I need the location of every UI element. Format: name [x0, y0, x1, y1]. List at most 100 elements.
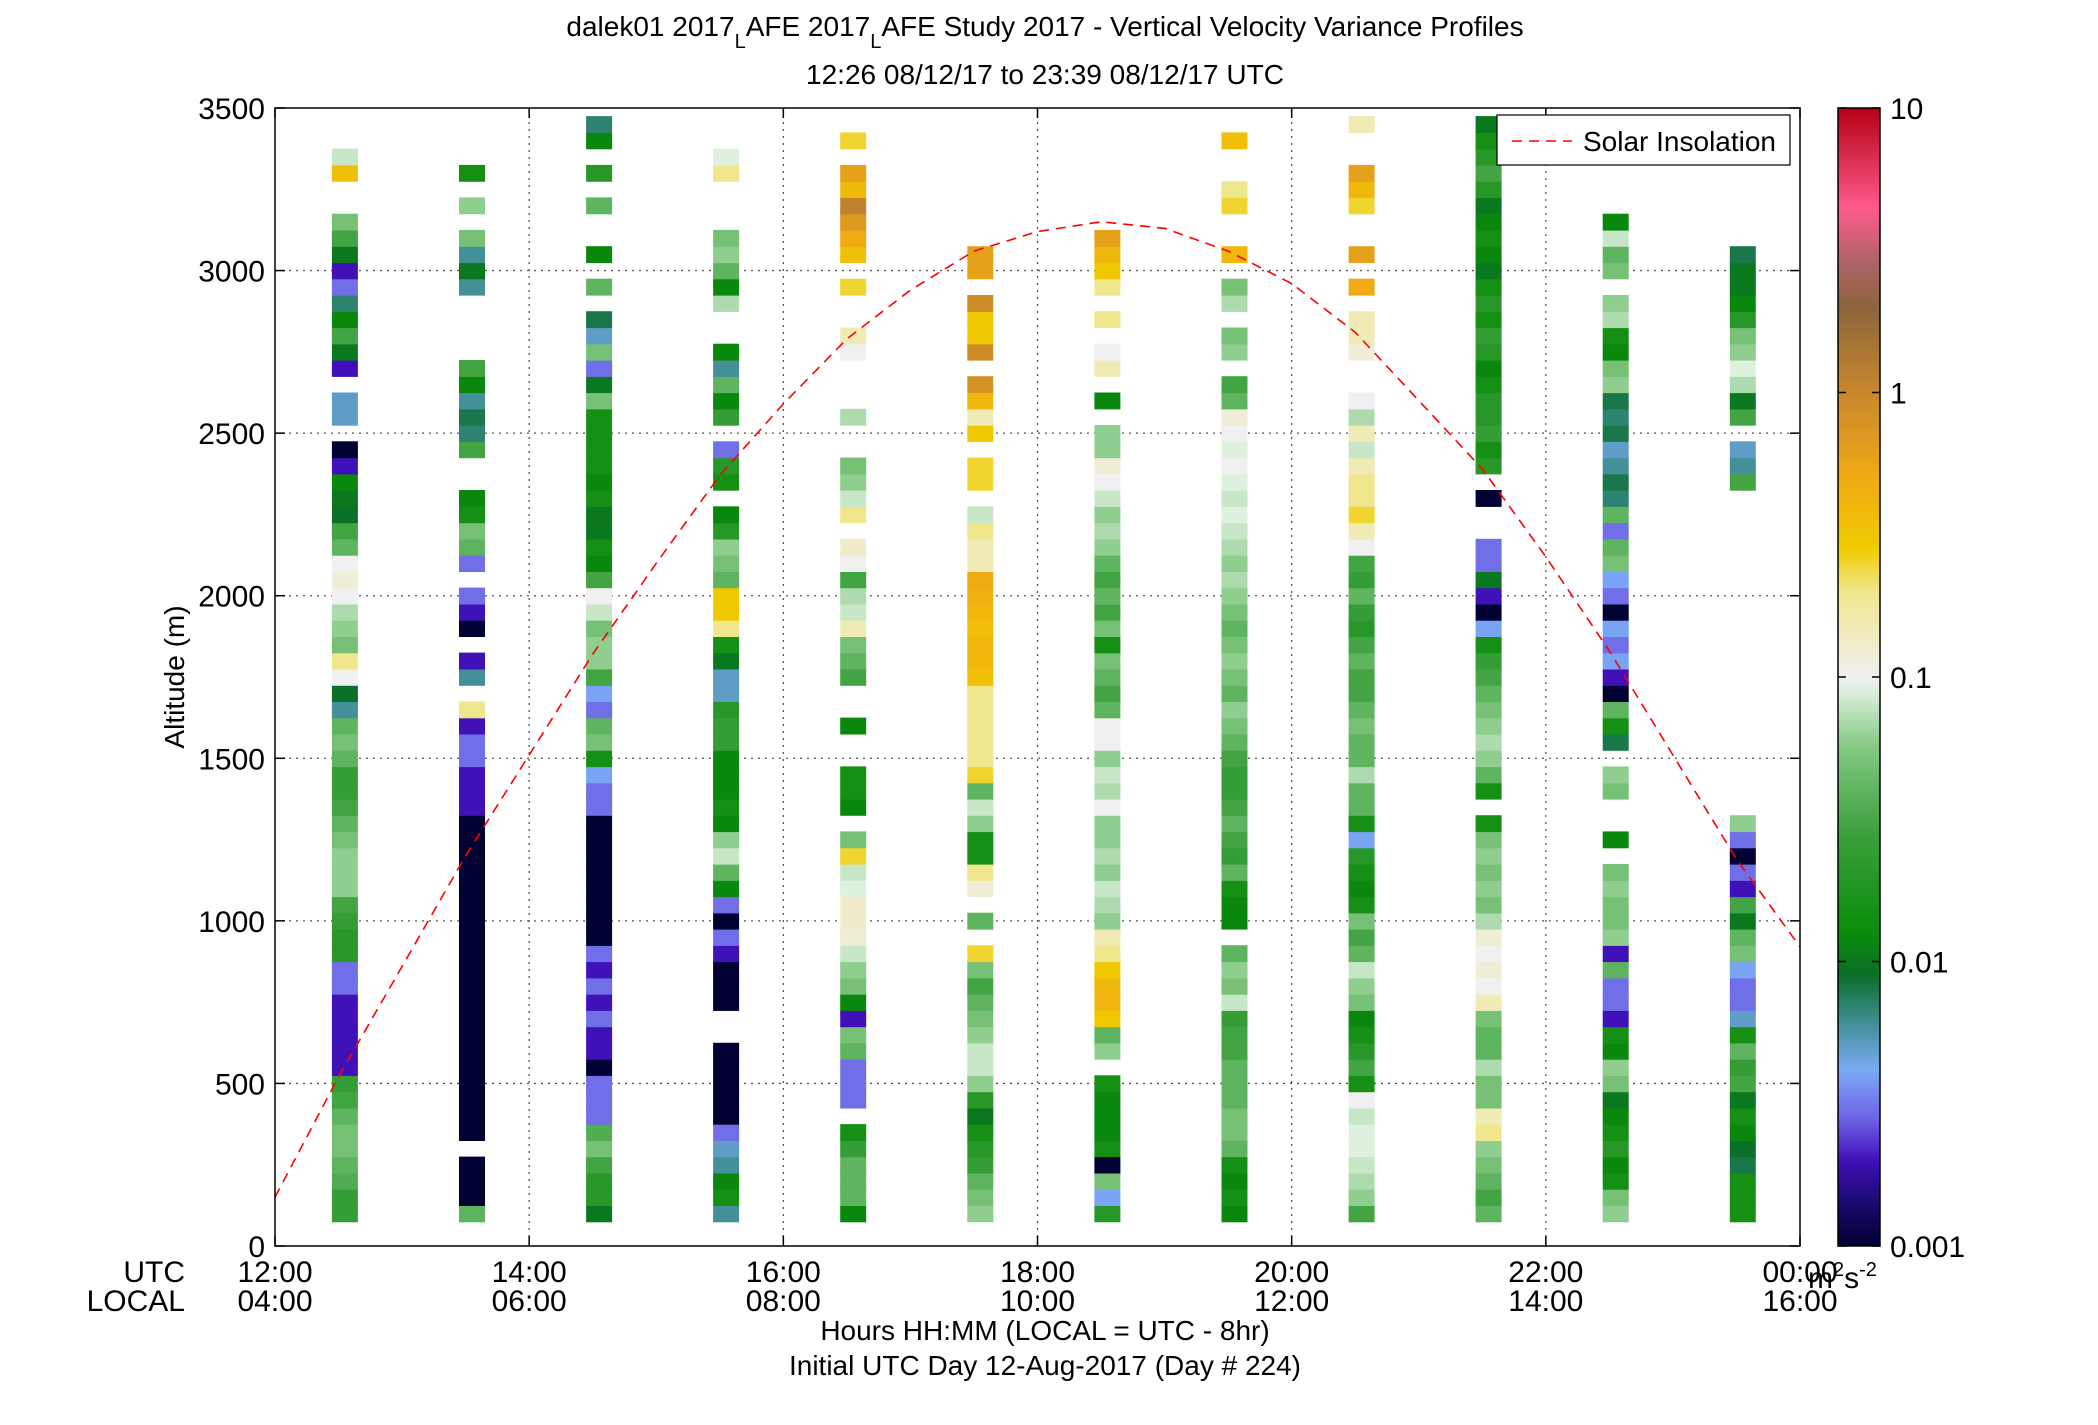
heatmap-cell [586, 620, 613, 637]
heatmap-cell [1729, 278, 1756, 296]
heatmap-cell [586, 164, 613, 182]
heatmap-cell [331, 587, 358, 605]
heatmap-cell [1602, 1042, 1629, 1060]
heatmap-cell [1094, 896, 1121, 914]
heatmap-cell [1348, 473, 1375, 491]
heatmap-cell [1348, 603, 1375, 621]
heatmap-cell [586, 522, 613, 540]
heatmap-cell [713, 408, 740, 426]
heatmap-cell [1221, 1026, 1248, 1044]
heatmap-cell [1348, 1026, 1375, 1044]
heatmap-cell [1094, 798, 1121, 816]
heatmap-cell [1221, 961, 1248, 979]
heatmap-cell [1602, 929, 1629, 946]
heatmap-cell [840, 1010, 867, 1028]
heatmap-cell [586, 668, 613, 686]
heatmap-cell [967, 1026, 994, 1044]
heatmap-cell [1475, 929, 1502, 946]
heatmap-cell [1221, 376, 1248, 394]
heatmap-cell [586, 733, 613, 751]
heatmap-cell [967, 1189, 994, 1206]
heatmap-cell [713, 701, 740, 719]
heatmap-cell [331, 912, 358, 930]
heatmap-cell [1475, 668, 1502, 686]
heatmap-cell [459, 1042, 485, 1060]
heatmap-cell [1221, 555, 1248, 572]
heatmap-cell [459, 977, 485, 995]
heatmap-cell [459, 652, 485, 670]
heatmap-cell [1602, 473, 1629, 491]
heatmap-cell [331, 717, 358, 735]
heatmap-cell [713, 571, 740, 589]
x-tick-label-utc: 20:00 [1254, 1256, 1329, 1289]
heatmap-cell [713, 441, 740, 459]
heatmap-cell [1094, 929, 1121, 946]
heatmap-cell [1094, 717, 1121, 735]
heatmap-cell [1348, 798, 1375, 816]
x-tick-label-utc: 14:00 [492, 1256, 567, 1289]
x-tick-label-local: 06:00 [492, 1285, 567, 1318]
heatmap-cell [459, 896, 485, 914]
heatmap-cell [1729, 864, 1756, 881]
heatmap-cell [459, 1156, 485, 1174]
heatmap-cell [1221, 425, 1248, 442]
heatmap-cell [713, 864, 740, 881]
heatmap-cell [840, 587, 867, 605]
heatmap-cell [331, 1075, 358, 1093]
heatmap-cell [1602, 327, 1629, 345]
heatmap-cell [331, 148, 358, 166]
heatmap-cell [586, 603, 613, 621]
heatmap-cell [1729, 929, 1756, 946]
heatmap-cell [1729, 1124, 1756, 1141]
heatmap-cell [1094, 490, 1121, 507]
heatmap-cell [840, 538, 867, 556]
heatmap-cell [840, 994, 867, 1011]
heatmap-cell [1729, 295, 1756, 312]
heatmap-cell [1475, 896, 1502, 914]
heatmap-cell [1475, 213, 1502, 231]
heatmap-cell [1602, 1059, 1629, 1076]
heatmap-cell [1094, 1026, 1121, 1044]
heatmap-cell [1221, 977, 1248, 995]
heatmap-cell [967, 327, 994, 345]
heatmap-cell [331, 538, 358, 556]
heatmap-cell [331, 1026, 358, 1044]
heatmap-cell [1475, 229, 1502, 247]
heatmap-cell [459, 360, 485, 377]
heatmap-cell [1475, 1010, 1502, 1028]
heatmap-cell [967, 685, 994, 702]
heatmap-cell [1094, 1140, 1121, 1158]
heatmap-cell [1221, 880, 1248, 898]
heatmap-cell [1094, 392, 1121, 410]
colorbar-tick-label: 0.001 [1890, 1231, 1965, 1264]
heatmap-cell [331, 750, 358, 768]
heatmap-cell [967, 425, 994, 442]
heatmap-cell [1348, 392, 1375, 410]
heatmap-cell [967, 311, 994, 329]
heatmap-cell [1094, 766, 1121, 784]
heatmap-cell [713, 977, 740, 995]
heatmap-cell [331, 1010, 358, 1028]
heatmap-cell [1221, 522, 1248, 540]
heatmap-cell [713, 847, 740, 865]
heatmap-cell [1348, 636, 1375, 654]
heatmap-cell [1221, 733, 1248, 751]
heatmap-cell [1475, 847, 1502, 865]
heatmap-cell [1729, 408, 1756, 426]
heatmap-cell [459, 490, 485, 507]
heatmap-cell [713, 798, 740, 816]
heatmap-cell [1094, 425, 1121, 442]
title-subscript-1: L [735, 31, 746, 53]
heatmap-cell [1094, 441, 1121, 459]
heatmap-cell [1602, 408, 1629, 426]
heatmap-cell [331, 522, 358, 540]
heatmap-cell [459, 1026, 485, 1044]
heatmap-cell [1094, 636, 1121, 654]
heatmap-cell [1221, 994, 1248, 1011]
heatmap-cell [967, 343, 994, 361]
heatmap-cell [1221, 945, 1248, 963]
heatmap-cell [1602, 1075, 1629, 1093]
heatmap-cell [586, 1091, 613, 1109]
heatmap-cell [967, 1124, 994, 1141]
heatmap-cell [586, 994, 613, 1011]
